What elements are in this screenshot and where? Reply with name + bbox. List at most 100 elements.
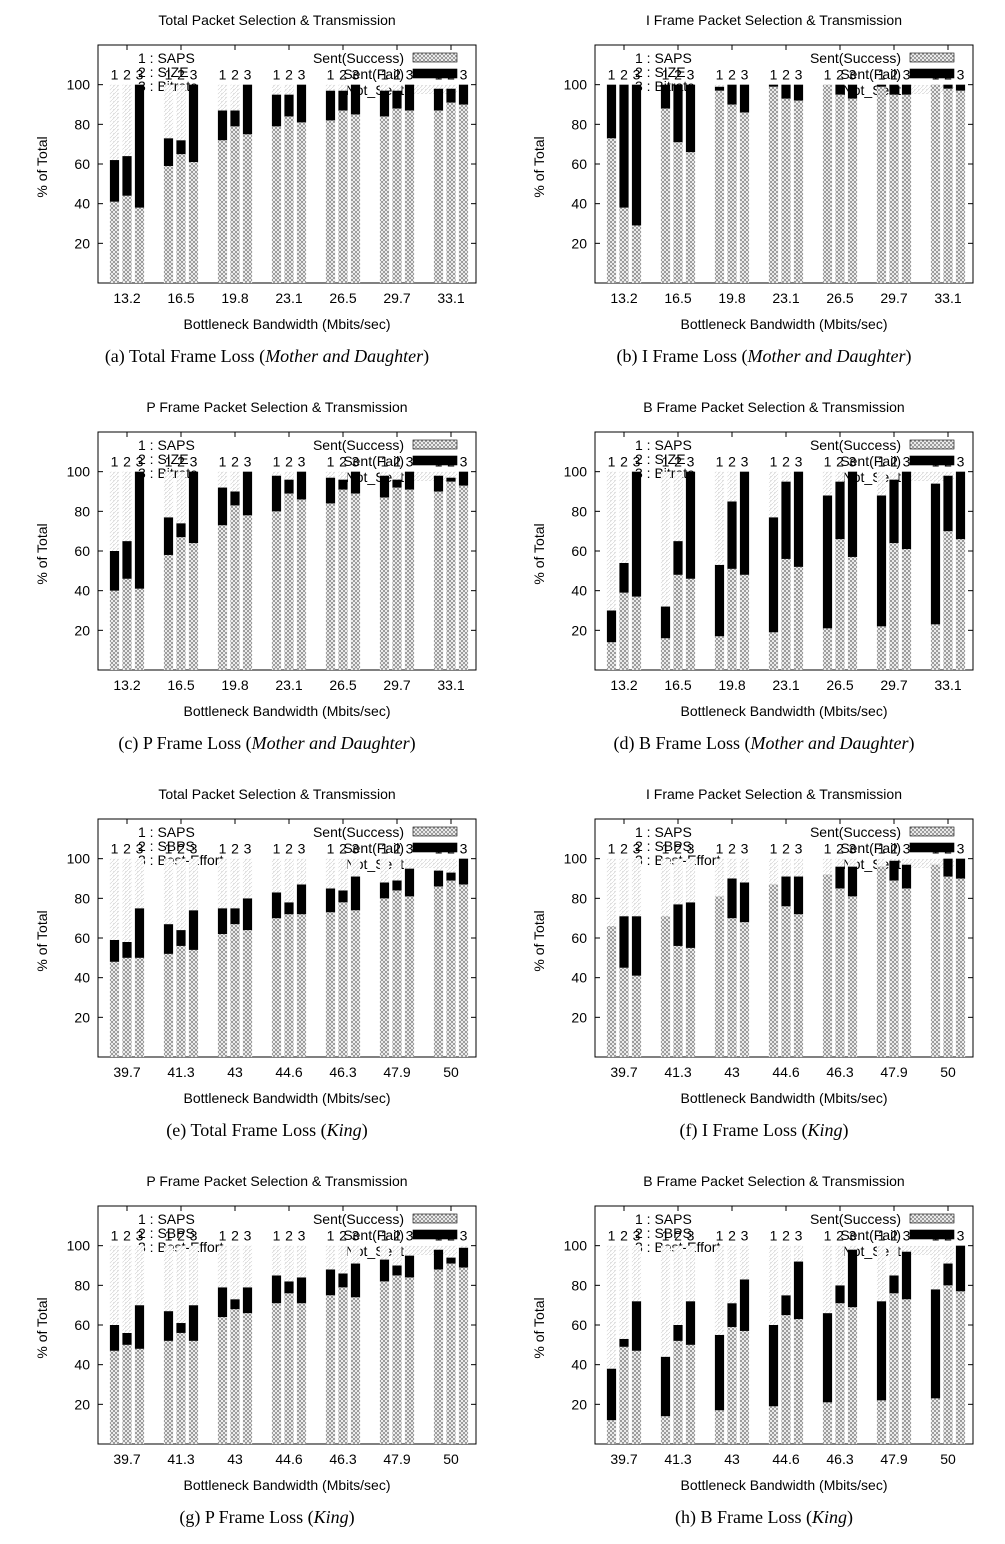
bar-segment-sent-success	[685, 578, 696, 670]
bar-segment-sent-success	[768, 632, 779, 670]
x-tick-label: 16.5	[664, 290, 691, 306]
bar-segment-sent-fail	[781, 84, 791, 99]
caption-suffix: )	[349, 1507, 355, 1528]
bar-segment-sent-fail	[458, 858, 469, 885]
y-tick-label: 100	[564, 77, 588, 93]
bar-index-label: 2	[944, 67, 952, 83]
bar-segment-sent-fail	[619, 916, 629, 968]
y-axis-label: % of Total	[34, 1297, 50, 1358]
bar-segment-sent-fail	[606, 1368, 617, 1421]
bar-segment-not-sent	[433, 84, 444, 89]
bar-segment-not-sent	[768, 471, 779, 518]
bar-segment-not-sent	[943, 471, 953, 476]
bar-segment-not-sent	[188, 1245, 199, 1306]
x-tick-label: 23.1	[275, 677, 302, 693]
bar-segment-not-sent	[781, 858, 791, 877]
bar-segment-not-sent	[714, 84, 725, 87]
bar-segment-sent-success	[847, 98, 858, 283]
bar-segment-not-sent	[781, 1245, 791, 1296]
bar-segment-sent-success	[350, 493, 361, 670]
x-tick-label: 26.5	[329, 677, 356, 693]
bar-segment-sent-success	[433, 110, 444, 283]
chart-panel-a: Total Packet Selection & Transmission 20 4…	[0, 0, 497, 383]
bar-segment-sent-fail	[793, 84, 804, 101]
bar-segment-sent-fail	[163, 138, 174, 166]
legend-entry-label: Not_Sent	[843, 856, 901, 872]
bar-segment-not-sent	[714, 471, 725, 565]
bar-segment-sent-success	[458, 884, 469, 1057]
legend-entry-label: Sent(Success)	[810, 824, 901, 840]
bar-index-label: 2	[447, 454, 455, 470]
bar-segment-not-sent	[847, 858, 858, 867]
y-tick-label: 60	[74, 1317, 90, 1333]
bar-segment-sent-success	[284, 116, 294, 284]
x-tick-label: 44.6	[275, 1451, 302, 1467]
bar-segment-not-sent	[217, 858, 228, 909]
x-tick-label: 19.8	[221, 290, 248, 306]
caption-suffix: )	[362, 1120, 368, 1141]
bar-segment-sent-fail	[122, 1332, 132, 1345]
bar-segment-sent-success	[943, 531, 953, 670]
bar-index-label: 3	[849, 67, 857, 83]
bar-segment-sent-success	[847, 896, 858, 1057]
bar-index-label: 3	[957, 1228, 965, 1244]
legend-entry-label: Sent(Fail)	[840, 840, 901, 856]
bar-segment-sent-success	[673, 142, 683, 283]
bar-index-label: 2	[620, 1228, 628, 1244]
method-legend-entry: 1 : SAPS	[138, 824, 195, 840]
bar-segment-not-sent	[889, 471, 899, 480]
x-tick-label: 46.3	[329, 1451, 356, 1467]
bar-segment-sent-fail	[392, 479, 402, 488]
bar-index-label: 3	[460, 67, 468, 83]
x-tick-label: 43	[227, 1451, 243, 1467]
bar-segment-not-sent	[901, 858, 912, 865]
bar-segment-sent-fail	[392, 880, 402, 891]
bar-segment-sent-success	[338, 1287, 348, 1444]
bar-segment-sent-success	[714, 90, 725, 283]
y-tick-label: 60	[74, 156, 90, 172]
bar-index-label: 1	[932, 1228, 940, 1244]
bar-index-label: 1	[770, 841, 778, 857]
bar-index-label: 1	[381, 841, 389, 857]
bar-segment-not-sent	[727, 471, 737, 502]
bar-segment-sent-success	[458, 485, 469, 670]
legend-swatch	[412, 455, 458, 466]
bar-segment-sent-fail	[955, 1245, 966, 1292]
bar-index-label: 2	[285, 454, 293, 470]
legend-entry-label: Sent(Success)	[810, 437, 901, 453]
legend-entry-label: Sent(Fail)	[840, 66, 901, 82]
legend-entry-label: Not_Sent	[843, 1243, 901, 1259]
bar-segment-sent-success	[768, 86, 779, 284]
bar-segment-sent-success	[619, 967, 629, 1057]
x-tick-label: 44.6	[772, 1064, 799, 1080]
y-tick-label: 20	[571, 1396, 587, 1412]
bar-segment-sent-success	[242, 1313, 253, 1444]
bar-segment-not-sent	[338, 1245, 348, 1274]
x-tick-label: 41.3	[664, 1064, 691, 1080]
x-tick-label: 39.7	[610, 1064, 637, 1080]
bar-index-label: 1	[770, 1228, 778, 1244]
x-axis-label: Bottleneck Bandwidth (Mbits/sec)	[184, 703, 391, 719]
bar-segment-sent-success	[379, 116, 390, 284]
caption-prefix: (f) I Frame Loss (	[680, 1120, 808, 1141]
x-tick-label: 46.3	[826, 1451, 853, 1467]
bar-segment-not-sent	[619, 1245, 629, 1339]
bar-segment-sent-fail	[793, 876, 804, 915]
method-legend-entry: 2 : SIZE	[138, 451, 189, 467]
bar-index-label: 1	[662, 1228, 670, 1244]
bar-index-label: 2	[782, 1228, 790, 1244]
bar-segment-sent-success	[660, 108, 671, 283]
bar-index-label: 1	[381, 1228, 389, 1244]
bar-index-label: 3	[406, 1228, 414, 1244]
bar-segment-not-sent	[134, 1245, 145, 1306]
bar-segment-sent-success	[727, 104, 737, 283]
caption-prefix: (b) I Frame Loss (	[617, 346, 748, 367]
bar-index-label: 2	[231, 454, 239, 470]
bar-segment-sent-success	[433, 886, 444, 1057]
bar-index-label: 2	[836, 67, 844, 83]
legend-swatch	[909, 455, 955, 466]
x-tick-label: 50	[443, 1064, 459, 1080]
bar-index-label: 3	[903, 454, 911, 470]
bar-index-label: 2	[231, 841, 239, 857]
y-axis-label: % of Total	[34, 910, 50, 971]
